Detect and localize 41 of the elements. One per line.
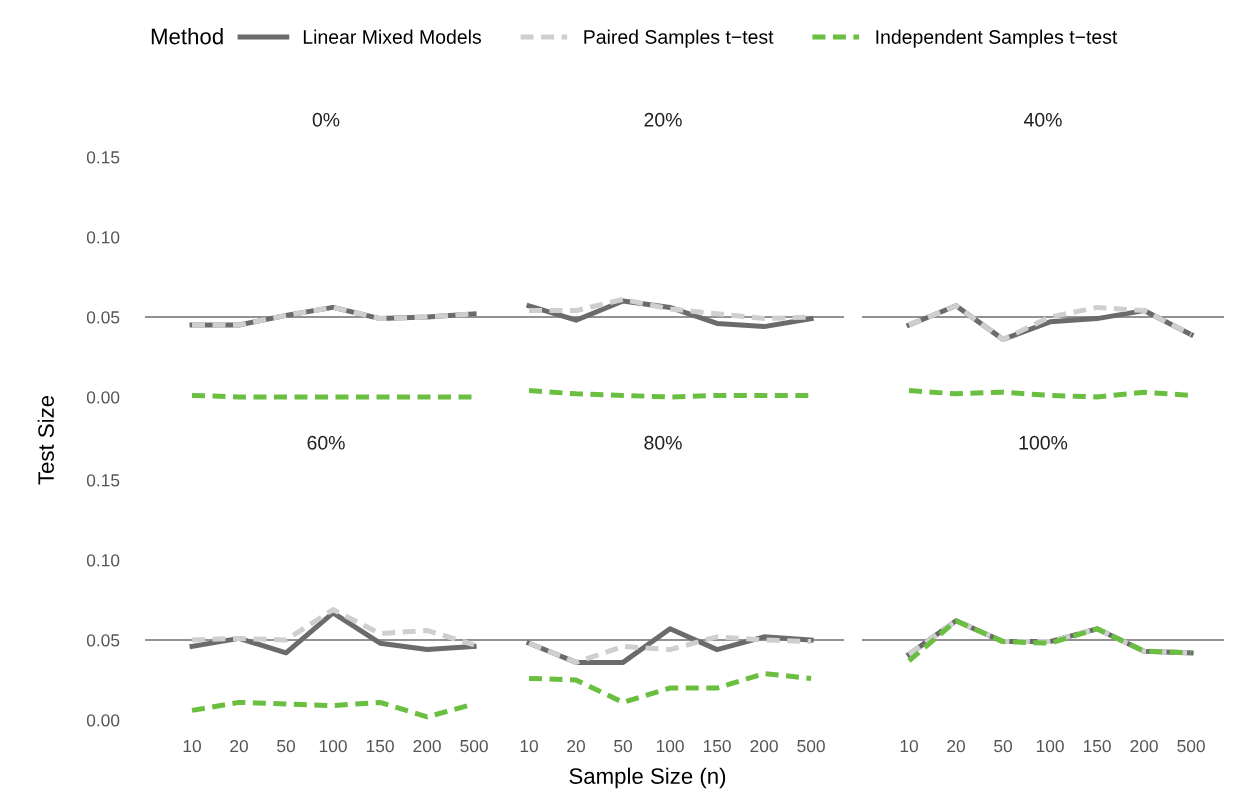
x-tick-label: 150 [366, 739, 394, 753]
x-tick-label: 100 [656, 739, 684, 753]
x-tick-label: 200 [1130, 739, 1158, 753]
legend-label: Independent Samples t−test [876, 29, 1118, 48]
x-tick-label: 100 [1036, 739, 1064, 753]
chart-title: 0% [312, 112, 340, 127]
y-tick-label: 0.15 [86, 474, 120, 487]
x-tick-label: 500 [460, 739, 488, 753]
x-tick-label: 200 [750, 739, 778, 753]
chart-title: 20% [644, 112, 682, 127]
legend-label: Linear Mixed Models [303, 29, 481, 44]
x-tick-label: 20 [567, 739, 585, 753]
x-tick-label: 200 [413, 739, 441, 753]
x-tick-label: 10 [183, 739, 201, 753]
x-tick-label: 10 [900, 739, 918, 753]
legend-label: Paired Samples t−test [584, 29, 774, 48]
x-tick-label: 10 [520, 739, 538, 753]
x-tick-label: 150 [1083, 739, 1111, 753]
x-tick-label: 500 [1177, 739, 1205, 753]
x-tick-label: 100 [319, 739, 347, 753]
y-tick-label: 0.00 [86, 714, 120, 727]
y-tick-label: 0.10 [86, 231, 120, 244]
chart-title: 100% [1019, 435, 1068, 450]
x-tick-label: 500 [797, 739, 825, 753]
y-axis-title: Test Size [37, 395, 54, 485]
y-tick-label: 0.00 [86, 391, 120, 404]
chart-title: 80% [644, 435, 682, 450]
chart-title: 40% [1023, 112, 1062, 127]
y-tick-label: 0.10 [86, 554, 120, 567]
legend-title: Method [151, 28, 223, 45]
x-tick-label: 20 [230, 739, 248, 753]
x-tick-label: 50 [277, 739, 296, 753]
y-tick-label: 0.05 [86, 311, 120, 324]
chart-title: 60% [307, 435, 345, 450]
x-tick-label: 50 [994, 739, 1013, 753]
x-axis-title: Sample Size (n) [569, 767, 726, 789]
x-tick-label: 20 [947, 739, 965, 753]
y-tick-label: 0.05 [86, 634, 120, 647]
y-tick-label: 0.15 [86, 151, 120, 164]
x-tick-label: 50 [614, 739, 633, 753]
x-tick-label: 150 [703, 739, 731, 753]
